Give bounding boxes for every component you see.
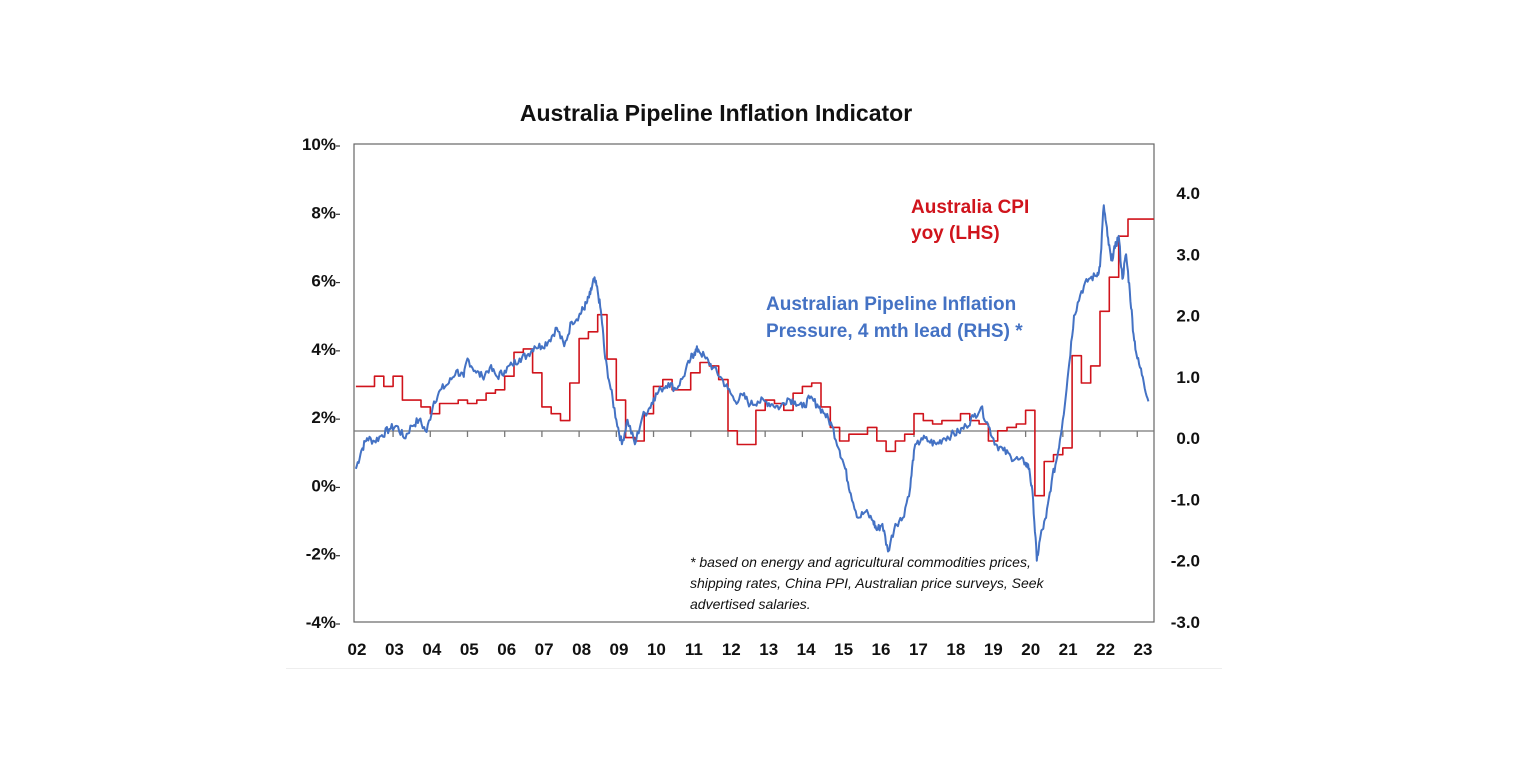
right-tick-label: -3.0 — [1171, 613, 1200, 632]
x-tick-label: 09 — [610, 640, 629, 659]
x-tick-label: 17 — [909, 640, 928, 659]
right-tick-label: 0.0 — [1176, 429, 1200, 448]
x-tick-label: 15 — [834, 640, 853, 659]
chart-title: Australia Pipeline Inflation Indicator — [520, 100, 912, 126]
left-tick-label: -4% — [306, 613, 336, 632]
x-tick-label: 20 — [1021, 640, 1040, 659]
right-tick-label: 2.0 — [1176, 307, 1200, 326]
x-tick-label: 22 — [1096, 640, 1115, 659]
x-tick-label: 10 — [647, 640, 666, 659]
pipeline-label-line-2: Pressure, 4 mth lead (RHS) * — [766, 321, 1023, 342]
x-tick-label: 12 — [722, 640, 741, 659]
chart-svg: Australia Pipeline Inflation Indicator 1… — [302, 100, 1200, 659]
x-tick-label: 07 — [535, 640, 554, 659]
right-tick-label: 4.0 — [1176, 184, 1200, 203]
pipeline-label-line-1: Australian Pipeline Inflation — [766, 294, 1016, 315]
left-tick-label: 6% — [311, 272, 336, 291]
x-tick-label: 08 — [572, 640, 591, 659]
x-tick-label: 14 — [797, 640, 816, 659]
chart-card: Australia Pipeline Inflation Indicator 1… — [286, 88, 1222, 669]
x-tick-label: 03 — [385, 640, 404, 659]
x-tick-label: 11 — [685, 640, 703, 659]
x-tick-label: 02 — [348, 640, 367, 659]
x-tick-label: 23 — [1134, 640, 1153, 659]
right-tick-label: -2.0 — [1171, 552, 1200, 571]
right-axis-ticks: 4.0 3.0 2.0 1.0 0.0 -1.0 -2.0 -3.0 — [1171, 184, 1200, 632]
right-tick-label: -1.0 — [1171, 490, 1200, 509]
x-tick-label: 16 — [872, 640, 891, 659]
cpi-label-line-1: Australia CPI — [911, 197, 1029, 218]
cpi-series-label: Australia CPI yoy (LHS) — [911, 197, 1035, 244]
left-tick-label: 4% — [311, 340, 336, 359]
right-tick-label: 3.0 — [1176, 245, 1200, 264]
left-tick-label: 10% — [302, 135, 336, 154]
right-tick-label: 1.0 — [1176, 368, 1200, 387]
x-tick-label: 06 — [497, 640, 516, 659]
x-tick-label: 05 — [460, 640, 479, 659]
left-axis-ticks: 10% 8% 6% 4% 2% 0% -2% -4% — [302, 135, 340, 632]
left-tick-label: 2% — [311, 408, 336, 427]
x-tick-label: 19 — [984, 640, 1003, 659]
pipeline-series-line — [354, 204, 1150, 562]
x-tick-label: 13 — [759, 640, 778, 659]
pipeline-series-label: Australian Pipeline Inflation Pressure, … — [766, 294, 1023, 342]
footnote-line-1: * based on energy and agricultural commo… — [690, 554, 1031, 570]
footnote-line-2: shipping rates, China PPI, Australian pr… — [690, 575, 1045, 591]
x-tick-label: 18 — [946, 640, 965, 659]
x-tick-label: 21 — [1059, 640, 1078, 659]
x-axis-ticks: 02 03 04 05 06 07 08 09 10 11 12 13 14 15 16 17 18 19 20 21… — [348, 640, 1153, 659]
footnote: * based on energy and agricultural commo… — [690, 554, 1047, 612]
left-tick-label: -2% — [306, 545, 336, 564]
left-tick-label: 0% — [311, 476, 336, 495]
cpi-series-line — [355, 218, 1154, 497]
cpi-label-line-2: yoy (LHS) — [911, 223, 1000, 244]
footnote-line-3: advertised salaries. — [690, 596, 811, 612]
x-tick-marks — [392, 431, 1138, 437]
plot-area-frame — [353, 143, 1155, 623]
left-tick-label: 8% — [311, 203, 336, 222]
series-layer — [354, 204, 1154, 562]
x-tick-label: 04 — [422, 640, 441, 659]
